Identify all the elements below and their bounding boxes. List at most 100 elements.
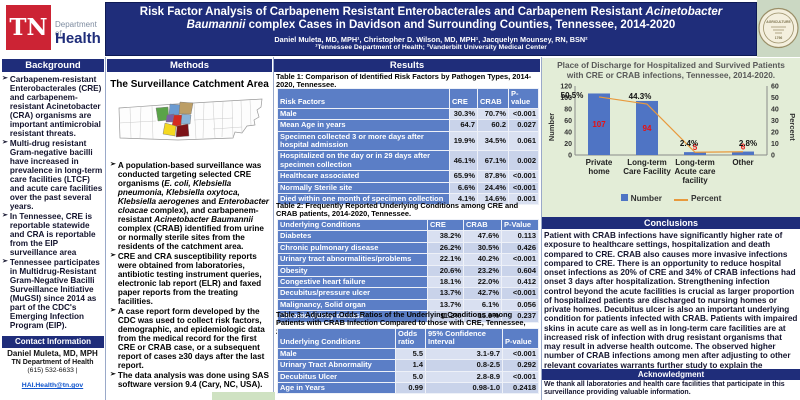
table-cell: 6.6% [449, 181, 478, 194]
seal-text-agriculture: AGRICULTURE [766, 20, 791, 24]
bar-swatch-icon [620, 193, 628, 201]
table-cell: 0.001 [508, 192, 539, 206]
table-cell: 0.426 [501, 241, 539, 255]
table-cell: 14.6% [477, 192, 509, 206]
table-cell: Age in Years [277, 381, 396, 395]
contact-email-link[interactable]: HAI.Health@tn.gov [21, 382, 84, 389]
chart-legend: Number Percent [542, 193, 800, 203]
table-row: Age in Years 0.99 0.98-1.0 0.2418 [277, 381, 539, 395]
table-row: Healthcare associated 65.9% 87.8% <0.001 [277, 170, 539, 183]
affiliations-line: ¹Tennessee Department of Health; ²Vander… [315, 43, 547, 51]
bar-value-label: 107 [592, 120, 606, 129]
table-cell: 30.3% [449, 107, 478, 121]
table-cell: 40.2% [463, 253, 502, 266]
percent-value-label: 44.3% [629, 92, 652, 101]
catchment-map-title: The Surveillance Catchment Area [110, 79, 269, 90]
underlying-conditions-table: Underlying Conditions CRE CRAB P-Value Diabe… [277, 218, 539, 323]
title-part: Risk Factor Analysis of Carbapenem Resis… [139, 6, 646, 18]
left-tick-label: 60 [564, 118, 572, 125]
bullet-item: ➢ A case report form developed by the CDC… [110, 307, 270, 370]
table-cell: <0.001 [501, 253, 539, 266]
bar-value-label: 94 [643, 124, 652, 133]
table-cell: 18.1% [427, 275, 464, 289]
logo-health-text: Health [55, 30, 101, 47]
left-axis-title: Number [547, 112, 556, 140]
legend-item-percent: Percent [673, 193, 721, 203]
column-header: Underlying Conditions [277, 328, 396, 349]
legend-item-number: Number [620, 193, 662, 203]
table-cell: 26.2% [427, 241, 464, 255]
chart-title: Place of Discharge for Hospitalized and … [557, 60, 785, 80]
table-cell: Chronic kidney disease [277, 310, 428, 323]
table-cell: 22.1% [427, 253, 464, 266]
table-cell: 0.113 [501, 230, 539, 243]
table-row: Mean Age in years 64.7 60.2 0.027 [277, 119, 539, 132]
table-row: Urinary Tract Abnormality 1.4 0.8-2.5 0.292 [277, 359, 539, 372]
table-header: Underlying Conditions CRE CRAB P-Value [277, 218, 539, 232]
left-tick-label: 20 [564, 141, 572, 148]
odds-ratio-table: Underlying Conditions Odds ratio 95% Confi… [277, 328, 539, 395]
table-header-row: Risk Factors CRE CRAB P-value [277, 88, 539, 109]
category-label: Long-term [675, 158, 715, 167]
background-bullets: ➢ Carbapenem-resistant Enterobacterales (… [2, 75, 104, 331]
bullet-arrow-icon: ➢ [2, 212, 8, 220]
acknowledgment-text: We thank all laboratories and health car… [544, 381, 785, 397]
results-section-header: Results [274, 59, 540, 72]
table-cell: 64.7 [449, 119, 478, 132]
table-cell: 0.98-1.0 [425, 381, 503, 395]
column-header: CRAB [463, 218, 502, 232]
table-cell: Died within one month of specimen collec… [277, 192, 450, 206]
bullet-text: Carbapenem-resistant Enterobacterales (C… [9, 75, 102, 139]
table-cell: Hospitalized on the day or in 29 days af… [277, 150, 450, 172]
risk-factors-table: Risk Factors CRE CRAB P-value Male 30.3% 70.7%… [277, 88, 539, 206]
bullet-text-part: E. coli, Klebsiella pneumonia, Klebsiell… [117, 179, 240, 207]
bullet-item: ➢ Tennessee participates in Multidrug-Res… [2, 258, 104, 330]
table-row: Obesity 20.6% 23.2% 0.604 [277, 264, 539, 277]
column-header: Odds ratio [395, 328, 426, 349]
title-part: complex Cases in Davidson and Surroundin… [245, 19, 676, 32]
seal-text-year: 1796 [775, 36, 783, 40]
contact-phone: (615) 532-6633 | [27, 367, 78, 374]
table-header: Underlying Conditions Odds ratio 95% Confi… [277, 328, 539, 349]
column-header: P-value [502, 328, 539, 349]
contact-org: TN Department of Health [11, 359, 94, 366]
tennessee-catchment-map [118, 98, 263, 141]
bullet-item: ➢ Multi-drug resistant Gram-negative baci… [2, 139, 104, 211]
bullet-text: Tennessee participates in Multidrug-Resi… [9, 258, 100, 331]
table-cell: 13.7% [427, 287, 464, 300]
table-row: Malignancy, Solid organ 13.7% 6.1% 0.056 [277, 298, 539, 312]
column-header: P-value [508, 88, 539, 109]
table-cell: 5.5 [395, 347, 426, 361]
table-cell: 0.027 [508, 119, 539, 132]
table-cell: Malignancy, Solid organ [277, 298, 428, 312]
table-cell: <0.001 [502, 347, 539, 361]
table-cell: 34.5% [477, 130, 509, 152]
bullet-text: In Tennessee, CRE is reportable statewid… [9, 212, 96, 258]
table-cell: 0.99 [395, 381, 426, 395]
left-tick-label: 100 [560, 95, 572, 102]
right-tick-label: 10 [771, 141, 779, 148]
percent-value-label: 50.5% [561, 90, 584, 99]
column-header: CRAB [477, 88, 509, 109]
table-cell: 38.2% [427, 230, 464, 243]
left-tick-label: 120 [560, 83, 572, 90]
category-label: home [588, 167, 610, 176]
logo-dept-text: Department of [55, 20, 97, 38]
left-tick-label: 0 [568, 152, 572, 159]
right-tick-label: 40 [771, 106, 779, 113]
table-cell: 42.7% [463, 287, 502, 300]
table-header-row: Underlying Conditions CRE CRAB P-Value [277, 218, 539, 232]
contact-block: Daniel Muleta, MD, MPH TN Department of … [0, 349, 105, 392]
contact-name: Daniel Muleta, MD, MPH [7, 349, 98, 358]
bullet-item: ➢ CRE and CRA susceptibility reports were… [110, 252, 270, 306]
table-cell: 0.604 [501, 264, 539, 277]
table-row: Decubitus Ulcer 5.0 2.8-8.9 <0.001 [277, 370, 539, 383]
tennessee-state-seal-icon: AGRICULTURE 1796 [758, 7, 799, 49]
bullet-text: A case report form developed by the CDC … [117, 307, 265, 371]
table-cell: 24.4% [477, 181, 509, 194]
table1-title: Table 1: Comparison of Identified Risk F… [276, 72, 532, 90]
column-header: Underlying Conditions [277, 218, 428, 232]
bullet-text: The data analysis was done using SAS sof… [117, 371, 269, 390]
poster-header: Risk Factor Analysis of Carbapenem Resis… [105, 2, 757, 56]
